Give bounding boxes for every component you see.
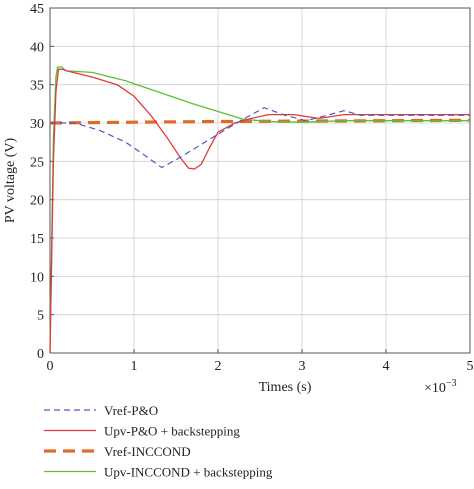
y-axis-label: PV voltage (V) bbox=[3, 138, 18, 224]
series-line bbox=[49, 68, 470, 354]
y-tick-label: 35 bbox=[30, 79, 44, 94]
x-axis-label: Times (s) bbox=[259, 380, 312, 395]
legend: Vref-P&O Upv-P&O + backstepping Vref-INCCO… bbox=[44, 403, 273, 480]
x-tick-label: 5 bbox=[467, 359, 474, 374]
plot-area-frame bbox=[49, 7, 471, 354]
x-tick-label: 4 bbox=[383, 359, 390, 374]
x-tick-label: 3 bbox=[299, 359, 306, 374]
x-tick-label: 2 bbox=[215, 359, 222, 374]
x-axis-multiplier-exponent: −3 bbox=[446, 378, 457, 389]
y-tick-label: 25 bbox=[30, 155, 44, 170]
y-tick-label: 20 bbox=[30, 194, 44, 209]
x-tick-label: 0 bbox=[47, 359, 54, 374]
y-tick-label: 15 bbox=[30, 232, 44, 247]
x-axis-multiplier: ×10−3 bbox=[424, 378, 457, 396]
series-line bbox=[50, 107, 470, 169]
series-group bbox=[49, 66, 471, 354]
y-tick-label: 45 bbox=[30, 2, 44, 17]
y-tick-label: 30 bbox=[30, 117, 44, 132]
legend-label: Vref-INCCOND bbox=[104, 444, 191, 459]
grid bbox=[49, 7, 471, 354]
y-tick-label: 5 bbox=[37, 309, 44, 324]
legend-label: Upv-P&O + backstepping bbox=[104, 424, 240, 439]
series-line bbox=[49, 66, 470, 354]
y-tick-label: 40 bbox=[30, 40, 44, 55]
legend-label: Vref-P&O bbox=[104, 403, 158, 418]
y-tick-label: 10 bbox=[30, 270, 44, 285]
y-tick-label: 0 bbox=[37, 347, 44, 362]
x-tick-label: 1 bbox=[131, 359, 138, 374]
x-axis-multiplier-base: ×10 bbox=[424, 381, 446, 396]
legend-label: Upv-INCCOND + backstepping bbox=[104, 465, 273, 480]
